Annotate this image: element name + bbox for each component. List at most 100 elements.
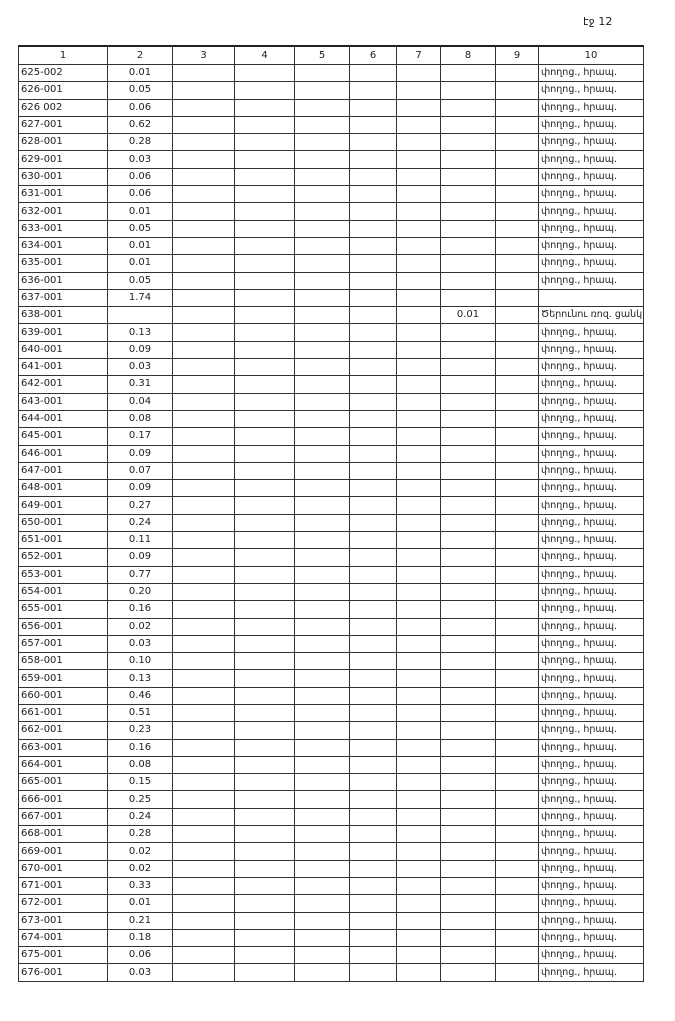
column-header: 6: [349, 45, 397, 65]
table-cell: [172, 825, 235, 844]
table-cell: [234, 115, 295, 135]
table-cell: [396, 461, 441, 481]
table-cell: [294, 444, 350, 463]
table-cell: 0.01: [107, 202, 173, 221]
table-cell: [234, 167, 295, 187]
table-cell: [294, 358, 350, 377]
table-cell: [234, 98, 295, 117]
table-row: 659-001 0.13 փողոց., հրապ.: [18, 669, 644, 688]
table-cell: 673-001: [18, 911, 108, 930]
table-cell: փողոց., հրապ.: [538, 617, 644, 636]
table-cell: 0.06: [107, 185, 173, 204]
table-cell: [495, 98, 539, 117]
table-cell: 638-001: [18, 306, 108, 325]
table-cell: [440, 513, 496, 533]
table-cell: 655-001: [18, 600, 108, 619]
table-cell: [294, 236, 350, 256]
table-cell: [396, 409, 441, 429]
table-cell: [172, 842, 235, 861]
table-cell: [440, 790, 496, 809]
table-cell: [234, 652, 295, 671]
table-cell: [234, 185, 295, 204]
table-cell: [396, 755, 441, 775]
column-header: 1: [18, 45, 108, 65]
table-cell: փողոց., հրապ.: [538, 427, 644, 446]
table-body: 625-002 0.01 փողոց., հրապ. 626-001 0.05 փողոց…: [18, 63, 644, 982]
table-cell: 662-001: [18, 721, 108, 740]
table-cell: [349, 842, 397, 861]
table-cell: [349, 634, 397, 654]
table-cell: [349, 755, 397, 775]
table-cell: [294, 738, 350, 757]
table-cell: փողոց., հրապ.: [538, 254, 644, 273]
table-cell: 636-001: [18, 271, 108, 290]
table-cell: [396, 876, 441, 896]
table-cell: [495, 496, 539, 515]
table-cell: [234, 669, 295, 688]
table-cell: [440, 461, 496, 481]
table-row: 652-001 0.09 փողոց., հրապ.: [18, 548, 644, 567]
table-cell: [294, 807, 350, 827]
table-cell: փողոց., հրապ.: [538, 686, 644, 705]
table-cell: [495, 963, 539, 982]
table-cell: 632-001: [18, 202, 108, 221]
table-cell: փողոց., հրապ.: [538, 63, 644, 83]
table-row: 651-001 0.11 փողոց., հրապ.: [18, 531, 644, 550]
table-row: 670-001 0.02 փողոց., հրապ.: [18, 859, 644, 878]
table-cell: [234, 721, 295, 740]
table-cell: փողոց., հրապ.: [538, 669, 644, 688]
table-cell: փողոց., հրապ.: [538, 963, 644, 982]
table-row: 654-001 0.20 փողոց., հրապ.: [18, 582, 644, 602]
table-cell: [349, 306, 397, 325]
table-row: 630-001 0.06 փողոց., հրապ.: [18, 167, 644, 187]
table-cell: փողոց., հրապ.: [538, 115, 644, 135]
table-cell: [172, 790, 235, 809]
table-cell: [349, 375, 397, 394]
table-cell: [495, 911, 539, 930]
table-cell: [440, 548, 496, 567]
table-cell: [234, 911, 295, 930]
table-row: 636-001 0.05 փողոց., հրապ.: [18, 271, 644, 290]
table-cell: [294, 185, 350, 204]
table-cell: [294, 323, 350, 342]
table-cell: 640-001: [18, 340, 108, 360]
table-cell: [440, 652, 496, 671]
table-cell: [294, 600, 350, 619]
table-cell: [440, 254, 496, 273]
table-cell: [234, 150, 295, 169]
table-cell: [440, 531, 496, 550]
column-header: 10: [538, 45, 644, 65]
table-cell: [294, 409, 350, 429]
table-cell: [294, 963, 350, 982]
table-cell: [440, 703, 496, 723]
table-cell: [396, 582, 441, 602]
table-cell: 0.20: [107, 582, 173, 602]
table-cell: 633-001: [18, 219, 108, 238]
table-cell: [234, 531, 295, 550]
table-cell: [294, 98, 350, 117]
table-cell: [495, 548, 539, 567]
table-cell: [396, 548, 441, 567]
table-cell: [349, 738, 397, 757]
table-cell: [234, 461, 295, 481]
table-cell: [234, 323, 295, 342]
table-cell: փողոց., հրապ.: [538, 323, 644, 342]
table-cell: փողոց., հրապ.: [538, 358, 644, 377]
table-cell: [495, 807, 539, 827]
table-cell: [234, 496, 295, 515]
table-cell: [349, 392, 397, 411]
table-cell: փողոց., հրապ.: [538, 185, 644, 204]
table-cell: 0.13: [107, 323, 173, 342]
table-cell: փողոց., հրապ.: [538, 946, 644, 965]
table-row: 653-001 0.77 փողոց., հրապ.: [18, 565, 644, 584]
table-cell: [349, 236, 397, 256]
table-cell: փողոց., հրապ.: [538, 807, 644, 827]
table-cell: փողոց., հրապ.: [538, 496, 644, 515]
table-cell: [440, 911, 496, 930]
table-cell: [172, 81, 235, 100]
table-cell: 675-001: [18, 946, 108, 965]
table-cell: փողոց., հրապ.: [538, 531, 644, 550]
table-cell: փողոց., հրապ.: [538, 755, 644, 775]
table-cell: [234, 340, 295, 360]
table-cell: 0.24: [107, 513, 173, 533]
